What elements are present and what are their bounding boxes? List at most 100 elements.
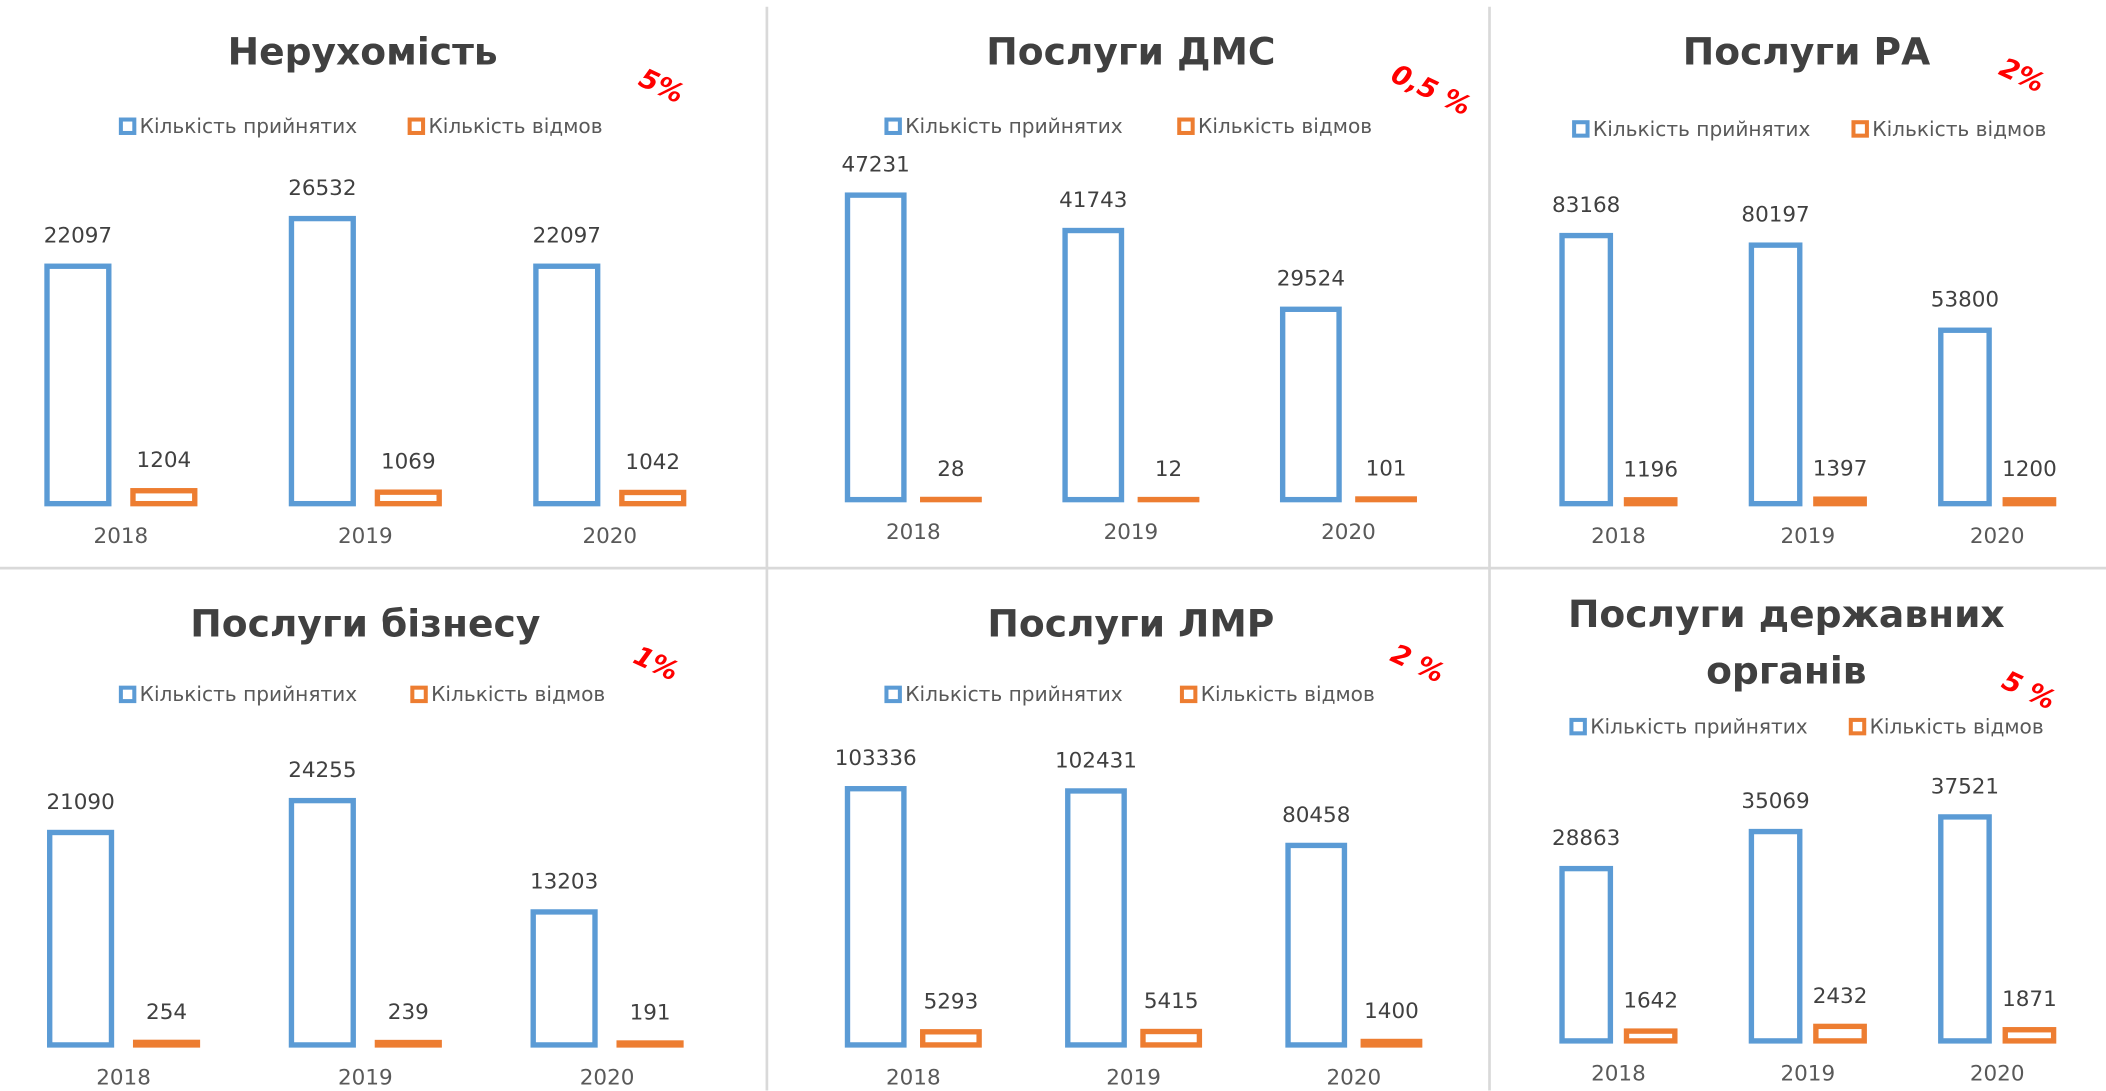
x-tick-label: 2018 [1591, 1061, 1646, 1086]
x-tick-label: 2020 [582, 524, 637, 549]
legend-label: Кількість відмов [1870, 714, 2044, 738]
bar [1559, 865, 1614, 1044]
bar [44, 263, 112, 507]
legend-marker [884, 117, 902, 135]
data-label: 28 [937, 457, 964, 482]
annotation: 0,5 % [1386, 59, 1475, 123]
x-tick-label: 2019 [338, 1066, 393, 1091]
x-tick-label: 2018 [886, 1066, 941, 1091]
chart-title: Послуги ЛМР [987, 601, 1275, 647]
legend-label: Кількість прийнятих [140, 682, 358, 706]
x-tick-label: 2020 [1970, 524, 2025, 549]
bar [1748, 828, 1803, 1044]
data-label: 83168 [1552, 193, 1620, 218]
data-label: 47231 [842, 153, 910, 178]
data-label: 101 [1366, 456, 1407, 481]
chart-title: Послуги державних органів [1567, 592, 2005, 694]
bar [1140, 1028, 1203, 1048]
data-label: 1200 [2002, 457, 2057, 482]
data-label: 29524 [1277, 267, 1345, 292]
data-label: 26532 [288, 176, 356, 201]
x-tick-label: 2019 [1104, 520, 1159, 545]
bar [920, 1029, 982, 1048]
data-label: 22097 [44, 224, 112, 249]
bar [1623, 497, 1678, 507]
data-label: 80197 [1741, 203, 1809, 228]
bar [288, 797, 356, 1048]
data-label: 41743 [1059, 188, 1127, 213]
bar [1360, 1038, 1423, 1048]
data-label: 13203 [530, 869, 598, 894]
data-label: 5293 [924, 989, 979, 1014]
legend-label: Кількість відмов [1201, 682, 1375, 706]
bar [130, 488, 198, 507]
bar [47, 829, 115, 1048]
legend-marker [884, 685, 902, 704]
data-label: 1642 [1623, 989, 1678, 1014]
bar [1559, 232, 1614, 507]
legend-label: Кількість відмов [1198, 114, 1372, 138]
bar [616, 1040, 684, 1048]
x-tick-label: 2019 [1106, 1066, 1161, 1091]
data-label: 24255 [288, 758, 356, 783]
bar [288, 215, 356, 507]
data-label: 1204 [137, 448, 192, 473]
bar [844, 192, 907, 503]
data-label: 2432 [1813, 984, 1868, 1009]
bar [530, 909, 598, 1048]
bar [844, 786, 907, 1048]
x-tick-label: 2018 [96, 1066, 151, 1091]
legend-marker [407, 117, 426, 135]
bar [1748, 242, 1803, 507]
x-tick-label: 2020 [1327, 1066, 1382, 1091]
bar [1938, 327, 1992, 507]
legend-marker [118, 685, 137, 704]
x-tick-label: 2019 [1780, 1061, 1835, 1086]
data-label: 22097 [533, 224, 601, 249]
bar [1355, 496, 1417, 503]
bar [1813, 1023, 1867, 1044]
bar [132, 1039, 201, 1048]
bar [1813, 496, 1867, 507]
data-label: 1069 [381, 450, 436, 475]
legend-marker [1177, 117, 1195, 135]
chart-title: Послуги ДМС [986, 29, 1276, 74]
data-label: 12 [1155, 457, 1182, 482]
x-tick-label: 2020 [580, 1066, 635, 1091]
data-label: 35069 [1741, 789, 1809, 814]
legend-label: Кількість прийнятих [1590, 714, 1808, 738]
bar [1938, 814, 1992, 1044]
legend-marker [1179, 685, 1198, 704]
chart-title: Послуги бізнесу [190, 601, 541, 647]
x-tick-label: 2018 [94, 524, 149, 549]
annotation: 5% [634, 63, 688, 110]
legend-marker [1572, 120, 1590, 138]
data-label: 103336 [835, 746, 917, 771]
x-tick-label: 2018 [886, 520, 941, 545]
legend-label: Кількість відмов [428, 114, 602, 138]
legend-label: Кількість прийнятих [905, 682, 1123, 706]
data-label: 1042 [625, 450, 680, 475]
bar [1285, 842, 1348, 1048]
legend-marker [1848, 717, 1867, 736]
data-label: 5415 [1144, 989, 1199, 1014]
legend-label: Кількість відмов [431, 682, 605, 706]
data-label: 37521 [1931, 774, 1999, 799]
bar [1623, 1028, 1678, 1044]
bar [1279, 306, 1342, 503]
data-label: 1871 [2002, 987, 2057, 1012]
x-tick-label: 2020 [1970, 1061, 2025, 1086]
x-tick-label: 2020 [1321, 520, 1376, 545]
bar [2002, 1027, 2057, 1044]
x-tick-label: 2018 [1591, 524, 1646, 549]
legend-label: Кількість прийнятих [905, 114, 1123, 138]
legend-marker [410, 685, 428, 704]
data-label: 1400 [1364, 999, 1419, 1024]
legend-marker [118, 117, 137, 135]
bar [1062, 227, 1125, 503]
annotation: 1% [629, 640, 683, 687]
data-label: 239 [388, 1000, 429, 1025]
bar [2002, 497, 2057, 507]
bar [374, 489, 442, 507]
